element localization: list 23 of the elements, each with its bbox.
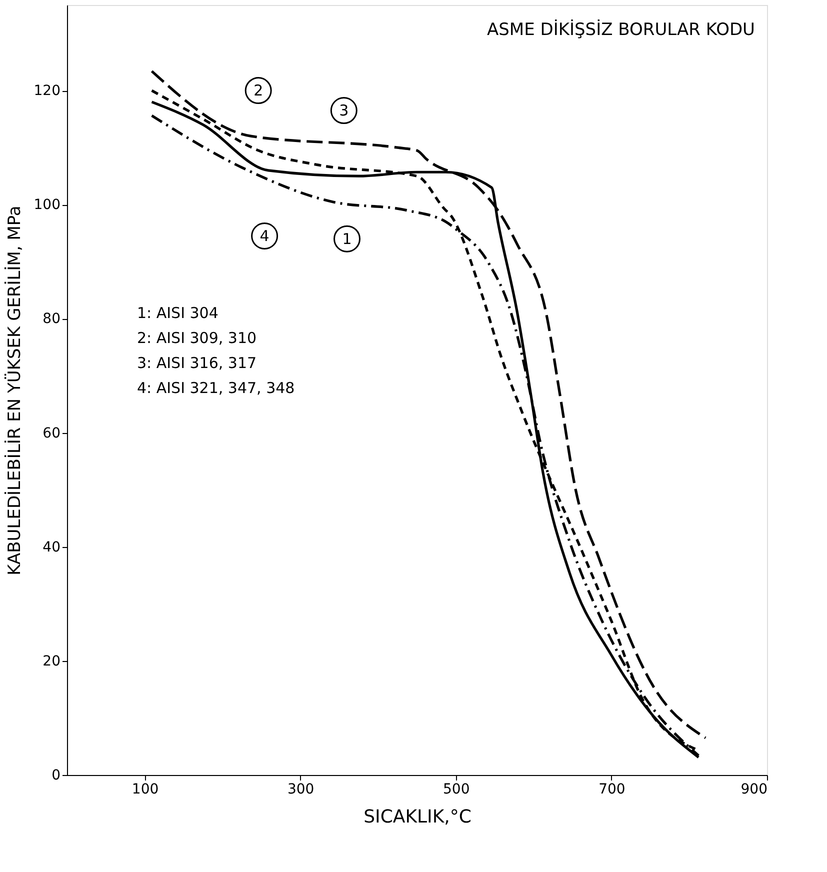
- x-tick-label: 900: [740, 782, 768, 798]
- x-tick-label: 100: [132, 782, 159, 798]
- y-tick-label: 20: [42, 653, 60, 670]
- annotation: 1: [342, 230, 352, 248]
- y-axis-title: KABULEDİLEBİLİR EN YÜKSEK GERİLİM, MPa: [4, 206, 25, 576]
- y-tick-label: 120: [34, 83, 60, 100]
- y-tick-label: 40: [42, 539, 60, 556]
- x-tick-label: 300: [287, 782, 314, 798]
- x-tick-label: 700: [598, 782, 626, 798]
- text: ASME DİKİŞSİZ BORULAR KODU: [487, 19, 755, 40]
- y-tick-label: 100: [34, 197, 60, 214]
- annotation: 3: AISI 316, 317: [137, 354, 257, 372]
- y-tick-label: 0: [52, 768, 60, 784]
- x-tick-label: 500: [443, 782, 470, 798]
- annotation: 2: [254, 82, 264, 100]
- y-tick-label: 60: [42, 425, 60, 442]
- y-tick-label: 80: [42, 311, 60, 328]
- annotation: 3: [339, 102, 349, 120]
- annotation: 2: AISI 309, 310: [137, 329, 257, 347]
- annotation: 4: [260, 227, 270, 245]
- annotation: 4: AISI 321, 347, 348: [137, 379, 295, 397]
- x-axis-title: SICAKLIK,°C: [364, 806, 472, 828]
- annotation: 1: AISI 304: [137, 304, 218, 322]
